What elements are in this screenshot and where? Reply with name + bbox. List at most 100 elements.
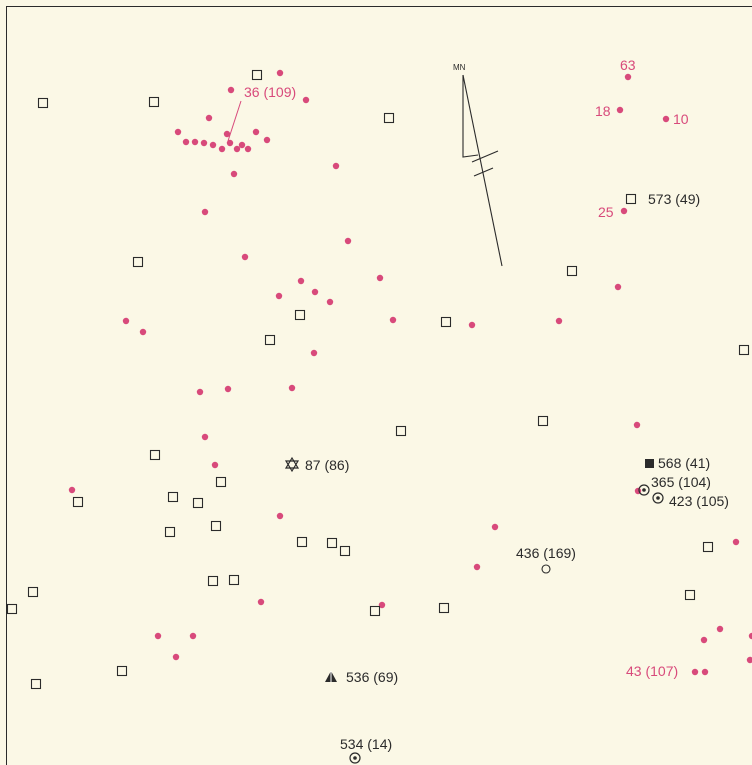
square-marker[interactable] (264, 334, 276, 346)
pink-dot-marker[interactable] (732, 538, 740, 546)
square-marker[interactable] (215, 476, 227, 488)
pink-dot-marker[interactable] (122, 317, 130, 325)
pink-dot-marker[interactable] (227, 86, 235, 94)
square-marker[interactable] (164, 526, 176, 538)
square-marker[interactable] (296, 536, 308, 548)
square-marker[interactable] (207, 575, 219, 587)
pink-dot-marker[interactable] (746, 656, 752, 664)
pink-dot-marker[interactable] (624, 73, 632, 81)
pink-dot-marker[interactable] (311, 288, 319, 296)
square-marker[interactable] (27, 586, 39, 598)
pink-dot-marker[interactable] (68, 486, 76, 494)
pink-dot-marker[interactable] (326, 298, 334, 306)
pink-dot-marker[interactable] (263, 136, 271, 144)
pink-dot-marker[interactable] (226, 139, 234, 147)
pink-dot-marker[interactable] (154, 632, 162, 640)
square-marker[interactable] (148, 96, 160, 108)
square-marker[interactable] (210, 520, 222, 532)
star-icon[interactable] (284, 456, 300, 469)
square-marker[interactable] (6, 603, 18, 615)
square-marker[interactable] (339, 545, 351, 557)
pink-dot-marker[interactable] (332, 162, 340, 170)
star-icon[interactable] (284, 460, 300, 473)
square-marker[interactable] (702, 541, 714, 553)
pink-dot-marker[interactable] (310, 349, 318, 357)
pink-dot-marker[interactable] (662, 115, 670, 123)
square-marker[interactable] (132, 256, 144, 268)
pink-dot-marker[interactable] (700, 636, 708, 644)
filled-square-marker[interactable] (645, 459, 654, 468)
pink-dot-marker[interactable] (191, 138, 199, 146)
pink-dot-marker[interactable] (491, 523, 499, 531)
circled-dot-marker[interactable] (638, 484, 650, 496)
pink-dot-marker[interactable] (616, 106, 624, 114)
pink-dot-marker[interactable] (257, 598, 265, 606)
pink-dot-marker[interactable] (139, 328, 147, 336)
pink-dot-marker[interactable] (182, 138, 190, 146)
pink-dot-marker[interactable] (201, 208, 209, 216)
pink-dot-marker[interactable] (276, 69, 284, 77)
square-marker[interactable] (294, 309, 306, 321)
open-circle-marker[interactable] (541, 564, 551, 574)
pink-dot-marker[interactable] (201, 433, 209, 441)
pink-dot-marker[interactable] (275, 292, 283, 300)
pink-dot-marker[interactable] (468, 321, 476, 329)
pink-dot-marker[interactable] (276, 512, 284, 520)
square-marker[interactable] (192, 497, 204, 509)
square-marker[interactable] (149, 449, 161, 461)
pink-dot-marker[interactable] (748, 632, 752, 640)
square-marker[interactable] (369, 605, 381, 617)
square-marker[interactable] (228, 574, 240, 586)
pink-dot-marker[interactable] (620, 207, 628, 215)
square-marker[interactable] (72, 496, 84, 508)
pink-dot-marker[interactable] (196, 388, 204, 396)
pink-dot-marker[interactable] (614, 283, 622, 291)
pink-dot-marker[interactable] (633, 421, 641, 429)
square-marker[interactable] (395, 425, 407, 437)
pink-dot-marker[interactable] (238, 141, 246, 149)
pink-dot-marker[interactable] (244, 145, 252, 153)
square-marker[interactable] (116, 665, 128, 677)
pink-dot-marker[interactable] (241, 253, 249, 261)
pink-dot-marker[interactable] (172, 653, 180, 661)
pink-dot-marker[interactable] (288, 384, 296, 392)
square-marker[interactable] (440, 316, 452, 328)
square-marker[interactable] (326, 537, 338, 549)
pink-dot-marker[interactable] (218, 145, 226, 153)
pink-dot-marker[interactable] (389, 316, 397, 324)
pink-dot-marker[interactable] (473, 563, 481, 571)
square-marker[interactable] (566, 265, 578, 277)
pink-dot-marker[interactable] (297, 277, 305, 285)
square-marker[interactable] (167, 491, 179, 503)
pink-dot-marker[interactable] (230, 170, 238, 178)
pink-dot-marker[interactable] (211, 461, 219, 469)
square-marker[interactable] (37, 97, 49, 109)
pink-dot-marker[interactable] (200, 139, 208, 147)
square-marker[interactable] (438, 602, 450, 614)
square-marker[interactable] (383, 112, 395, 124)
square-marker[interactable] (30, 678, 42, 690)
pink-dot-marker[interactable] (555, 317, 563, 325)
pink-dot-marker[interactable] (716, 625, 724, 633)
circled-dot-marker[interactable] (652, 492, 664, 504)
pink-dot-marker[interactable] (691, 668, 699, 676)
square-marker[interactable] (251, 69, 263, 81)
pink-dot-marker[interactable] (205, 114, 213, 122)
pink-dot-marker[interactable] (378, 601, 386, 609)
pink-dot-marker[interactable] (233, 145, 241, 153)
square-marker[interactable] (537, 415, 549, 427)
pink-dot-marker[interactable] (223, 130, 231, 138)
pink-dot-marker[interactable] (174, 128, 182, 136)
pink-dot-marker[interactable] (209, 141, 217, 149)
square-marker[interactable] (738, 344, 750, 356)
pink-dot-marker[interactable] (376, 274, 384, 282)
pink-dot-marker[interactable] (701, 668, 709, 676)
circled-dot-marker[interactable] (349, 752, 361, 764)
pink-dot-marker[interactable] (252, 128, 260, 136)
square-marker[interactable] (684, 589, 696, 601)
pink-dot-marker[interactable] (224, 385, 232, 393)
pink-dot-marker[interactable] (302, 96, 310, 104)
square-marker[interactable] (625, 193, 637, 205)
pink-dot-marker[interactable] (189, 632, 197, 640)
pink-dot-marker[interactable] (344, 237, 352, 245)
